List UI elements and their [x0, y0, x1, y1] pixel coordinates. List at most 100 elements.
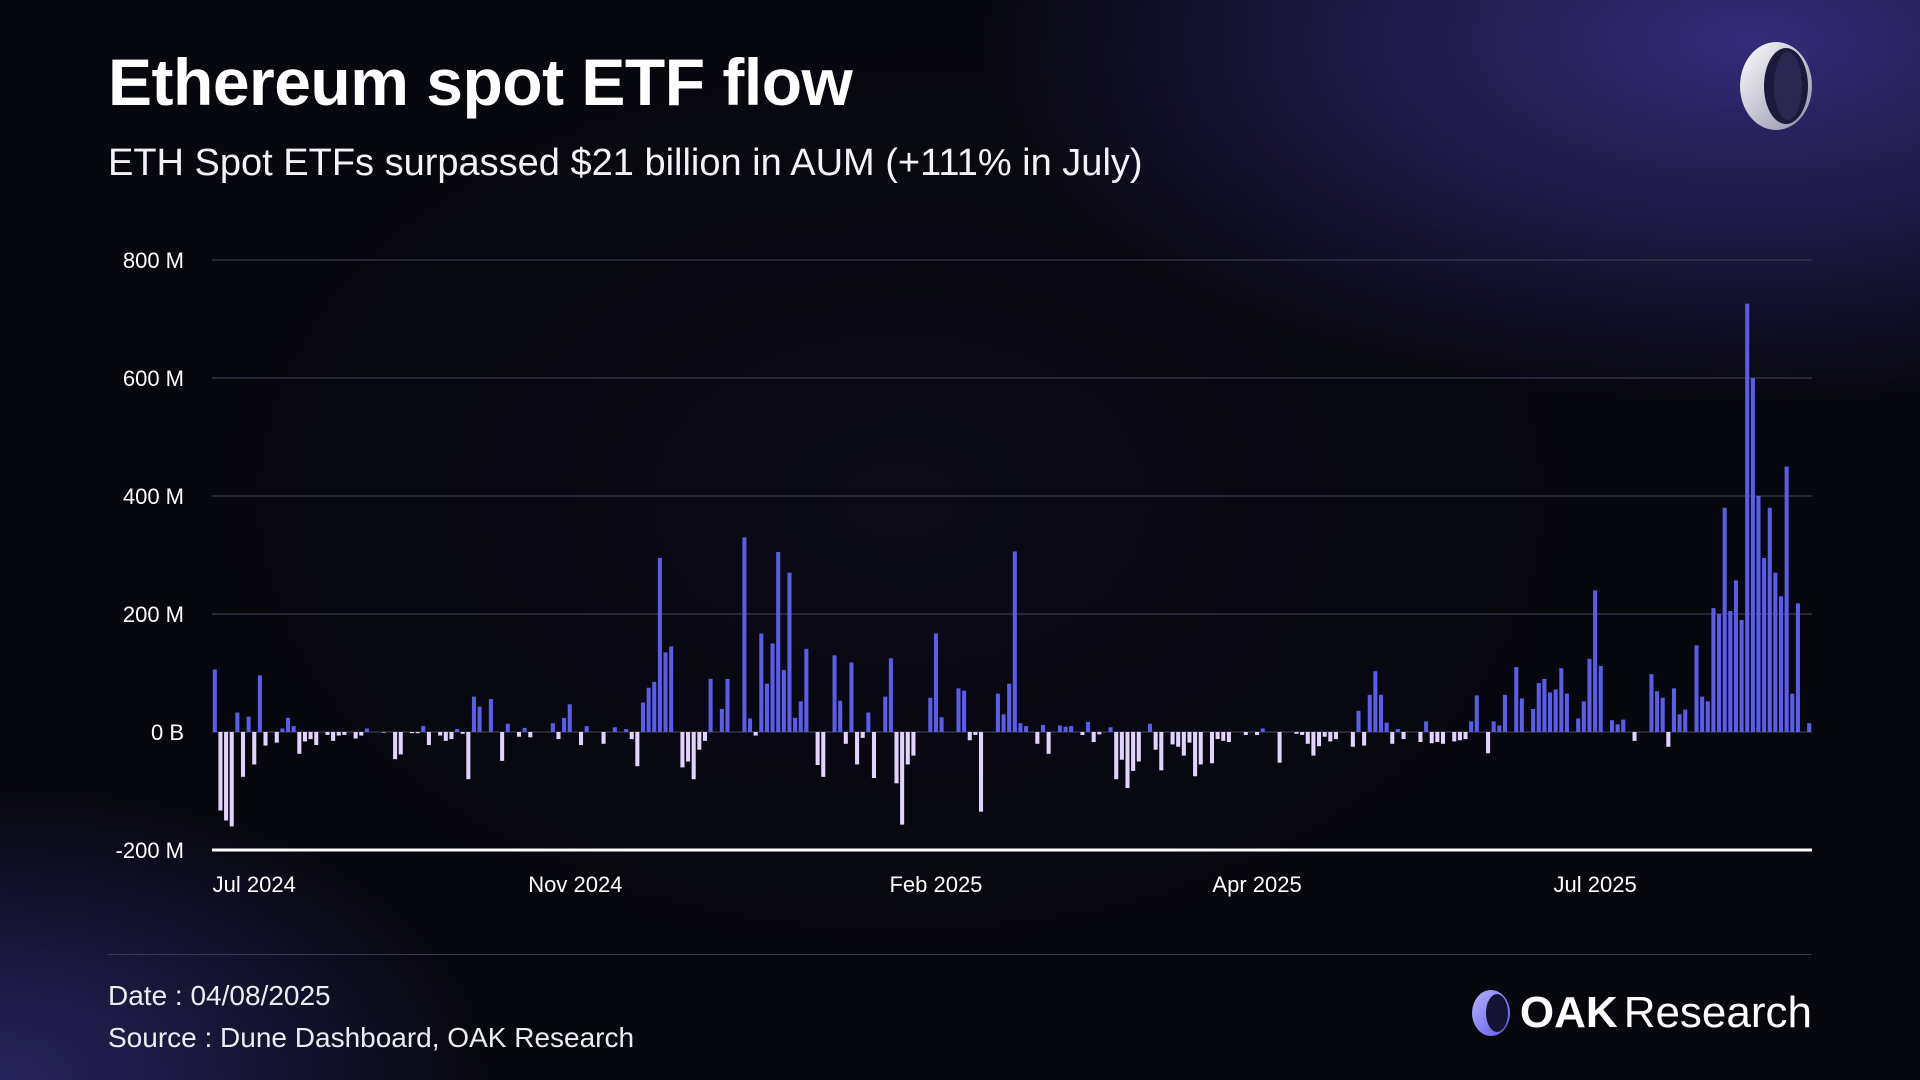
bar-outflow	[342, 732, 347, 735]
bar-outflow	[353, 732, 358, 739]
bar-outflow	[415, 732, 420, 734]
bar-inflow	[1559, 668, 1564, 732]
bar-inflow	[1778, 596, 1784, 732]
chart-subtitle: ETH Spot ETFs surpassed $21 billion in A…	[108, 142, 1143, 184]
bar-inflow	[1553, 689, 1558, 732]
bar-inflow	[421, 726, 426, 732]
bar-inflow	[522, 727, 527, 732]
bar-outflow	[978, 732, 984, 812]
bar-inflow	[770, 643, 775, 732]
bar-outflow	[860, 732, 865, 738]
bar-outflow	[1418, 732, 1423, 743]
bar-outflow	[297, 732, 302, 754]
bar-inflow	[1615, 724, 1620, 732]
bar-inflow	[1424, 721, 1429, 732]
bar-inflow	[246, 716, 251, 732]
bar-outflow	[753, 732, 758, 736]
bar-inflow	[1007, 683, 1012, 732]
bar-outflow	[1300, 732, 1305, 735]
bar-inflow	[1587, 658, 1592, 732]
bar-outflow	[398, 732, 403, 755]
bar-outflow	[359, 732, 364, 736]
bar-inflow	[787, 572, 792, 732]
bar-outflow	[308, 732, 313, 740]
bar-inflow	[838, 700, 843, 732]
bar-inflow	[1012, 551, 1017, 732]
bar-outflow	[973, 732, 978, 735]
bar-outflow	[578, 732, 584, 745]
bar-inflow	[1502, 694, 1507, 732]
bar-inflow	[1514, 667, 1519, 732]
footer-date: Date : 04/08/2025	[108, 980, 331, 1011]
bar-outflow	[1666, 732, 1671, 747]
x-tick-label: Feb 2025	[889, 872, 982, 897]
bar-inflow	[781, 670, 786, 732]
bar-outflow	[1294, 732, 1299, 734]
bar-outflow	[1486, 732, 1491, 754]
bar-inflow	[567, 704, 572, 732]
x-tick-label: Jul 2024	[213, 872, 296, 897]
bar-outflow	[1317, 732, 1322, 747]
bar-inflow	[1705, 701, 1710, 732]
y-tick-label: 200 M	[123, 602, 184, 627]
bar-outflow	[443, 732, 448, 741]
bar-inflow	[1536, 683, 1541, 732]
bar-outflow	[1277, 732, 1282, 763]
bar-inflow	[1491, 721, 1496, 732]
bar-inflow	[725, 678, 730, 732]
oak-logo-icon	[1740, 42, 1812, 130]
bar-inflow	[1733, 580, 1738, 732]
bar-inflow	[212, 669, 217, 732]
bar-outflow	[1209, 732, 1215, 764]
bar-inflow	[364, 728, 369, 732]
bar-inflow	[1773, 572, 1778, 732]
bar-inflow	[1069, 726, 1074, 732]
bar-inflow	[764, 683, 769, 732]
bar-inflow	[1750, 378, 1755, 732]
bar-outflow	[460, 732, 465, 734]
bar-inflow	[1784, 466, 1789, 732]
bar-outflow	[302, 732, 307, 742]
chart-title: Ethereum spot ETF flow	[108, 45, 853, 119]
bar-inflow	[933, 633, 938, 732]
bar-inflow	[1057, 725, 1062, 732]
bar-inflow	[1542, 678, 1547, 732]
bar-outflow	[967, 732, 972, 741]
bar-inflow	[1260, 728, 1265, 732]
bar-inflow	[646, 687, 651, 732]
bar-inflow	[1024, 726, 1029, 732]
bar-inflow	[956, 688, 961, 732]
etf-flow-chart: 800 M 600 M 400 M 200 M 0 B -200 M Jul 2024 Nov…	[116, 248, 1812, 897]
bar-inflow	[669, 646, 674, 732]
bar-inflow	[719, 708, 724, 732]
bar-inflow	[883, 696, 888, 732]
bar-outflow	[1136, 732, 1141, 762]
bar-outflow	[1243, 732, 1248, 735]
y-tick-label: 400 M	[123, 484, 184, 509]
bar-outflow	[381, 732, 386, 733]
bar-inflow	[1598, 665, 1603, 732]
bar-inflow	[562, 717, 567, 732]
chart-axes: 800 M 600 M 400 M 200 M 0 B -200 M Jul 2024 Nov…	[116, 248, 1812, 897]
bar-inflow	[742, 537, 747, 732]
bar-outflow	[1131, 732, 1136, 771]
bar-outflow	[1362, 732, 1367, 746]
bar-inflow	[477, 706, 482, 732]
bar-outflow	[325, 732, 330, 735]
bar-inflow	[798, 701, 803, 732]
bar-outflow	[517, 732, 522, 737]
bar-outflow	[843, 732, 848, 744]
bar-inflow	[832, 655, 837, 732]
bar-inflow	[1593, 590, 1598, 732]
bar-outflow	[229, 732, 234, 827]
bar-inflow	[550, 723, 555, 732]
bar-outflow	[1215, 732, 1220, 740]
bar-inflow	[1576, 718, 1581, 732]
bar-inflow	[235, 712, 240, 732]
bar-outflow	[1176, 732, 1181, 747]
bar-inflow	[1564, 693, 1569, 732]
bar-inflow	[1739, 619, 1744, 732]
bar-inflow	[928, 697, 933, 732]
bar-outflow	[314, 732, 319, 745]
bar-inflow	[1767, 507, 1772, 732]
